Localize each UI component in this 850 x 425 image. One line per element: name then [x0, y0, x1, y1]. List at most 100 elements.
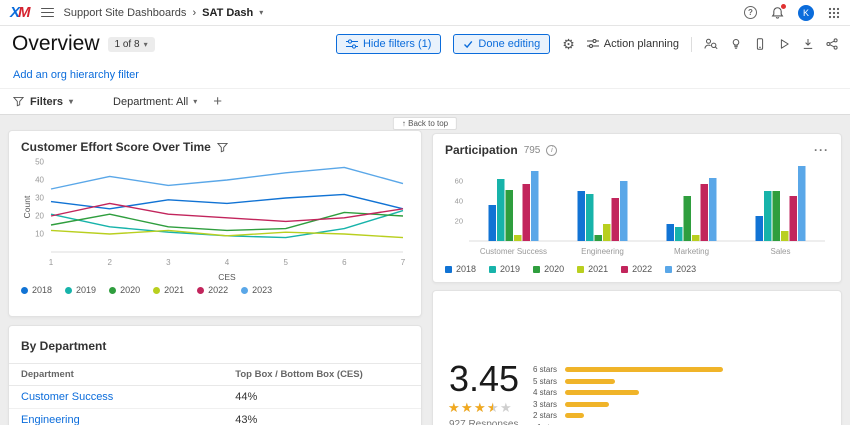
- department-link[interactable]: Engineering: [21, 414, 80, 425]
- star-distribution: 6 stars 5 stars 4 stars 3 stars 2 stars 1 sta…: [515, 365, 723, 425]
- legend-item[interactable]: 2021: [153, 285, 184, 295]
- breadcrumb: Support Site Dashboards › SAT Dash ▾: [64, 7, 264, 19]
- legend-item[interactable]: 2018: [21, 285, 52, 295]
- column-header: Top Box / Bottom Box (CES): [223, 363, 421, 386]
- svg-text:5: 5: [283, 258, 288, 267]
- star-distribution-label: 4 stars: [532, 388, 557, 397]
- by-department-card: By Department Department Top Box / Botto…: [8, 325, 422, 425]
- svg-text:Customer Success: Customer Success: [480, 247, 547, 256]
- legend-item[interactable]: 2021: [577, 264, 608, 274]
- legend-swatch: [241, 286, 249, 294]
- svg-text:40: 40: [35, 176, 44, 185]
- chart-legend: 2018 2019 2020 2021 2022 2023: [21, 285, 409, 295]
- bar-chart: 20 40 60 Customer Success Engineering Marketi…: [455, 166, 825, 256]
- card-menu-icon[interactable]: ···: [814, 143, 829, 157]
- gear-icon[interactable]: ⚙: [562, 36, 575, 52]
- download-icon[interactable]: [802, 38, 814, 50]
- filters-toggle[interactable]: Filters ▾: [13, 96, 73, 108]
- chevron-down-icon: ▾: [193, 97, 198, 106]
- department-table: Department Top Box / Bottom Box (CES) Cu…: [9, 363, 421, 425]
- legend-item[interactable]: 2018: [445, 264, 476, 274]
- filters-label: Filters: [30, 95, 64, 108]
- department-filter[interactable]: Department: All ▾: [113, 96, 197, 108]
- logo-x: X: [10, 4, 21, 21]
- xm-logo[interactable]: XM: [10, 5, 31, 20]
- action-planning-label: Action planning: [603, 38, 679, 50]
- hide-filters-button[interactable]: Hide filters (1): [335, 34, 442, 54]
- card-title: By Department: [21, 339, 107, 353]
- legend-item[interactable]: 2022: [197, 285, 228, 295]
- funnel-icon[interactable]: [216, 142, 228, 153]
- score-cell: 43%: [223, 408, 421, 425]
- add-filter-button[interactable]: +: [213, 93, 223, 110]
- participation-card: Participation 795 i ··· 20 40 60 Customer S…: [432, 133, 842, 283]
- breadcrumb-separator: ›: [192, 6, 197, 19]
- legend-label: 2023: [676, 264, 697, 274]
- legend-item[interactable]: 2019: [65, 285, 96, 295]
- star-icon: ★★: [461, 400, 473, 415]
- svg-text:7: 7: [401, 258, 406, 267]
- legend-item[interactable]: 2022: [621, 264, 652, 274]
- notifications-icon[interactable]: [771, 3, 787, 19]
- svg-text:20: 20: [455, 217, 463, 226]
- mobile-device-icon[interactable]: [754, 38, 766, 50]
- menu-icon[interactable]: [40, 7, 54, 18]
- back-to-top-button[interactable]: ↑ Back to top: [392, 117, 458, 130]
- table-row: Engineering 43%: [9, 408, 421, 425]
- department-filter-label: Department: All: [113, 95, 189, 108]
- star-distribution-bar: [565, 378, 615, 384]
- check-icon: [463, 39, 473, 49]
- svg-text:3: 3: [166, 258, 171, 267]
- department-link[interactable]: Customer Success: [21, 391, 114, 403]
- legend-item[interactable]: 2020: [533, 264, 564, 274]
- legend-swatch: [621, 265, 629, 273]
- toolbar: Hide filters (1) Done editing ⚙ Action p…: [335, 34, 838, 54]
- page-header: Overview 1 of 8 ▾ Hide filters (1) Done …: [0, 26, 850, 62]
- apps-grid-icon[interactable]: [828, 7, 840, 19]
- legend-item[interactable]: 2019: [489, 264, 520, 274]
- svg-text:CES: CES: [218, 272, 236, 282]
- help-icon[interactable]: ?: [744, 6, 757, 19]
- legend-item[interactable]: 2020: [109, 285, 140, 295]
- star-distribution-row: 6 stars: [515, 365, 723, 374]
- up-arrow-icon: ↑: [401, 119, 406, 128]
- star-distribution-row: 5 stars: [515, 377, 723, 386]
- legend-label: 2020: [544, 264, 565, 274]
- done-editing-button[interactable]: Done editing: [453, 34, 551, 54]
- legend-item[interactable]: 2023: [241, 285, 272, 295]
- svg-text:Engineering: Engineering: [581, 247, 624, 256]
- page-title: Overview: [12, 32, 100, 55]
- legend-item[interactable]: 2023: [665, 264, 696, 274]
- column-header: Department: [9, 363, 224, 386]
- svg-text:1: 1: [49, 258, 54, 267]
- star-distribution-label: 6 stars: [532, 365, 557, 374]
- avatar[interactable]: K: [798, 4, 814, 21]
- svg-text:20: 20: [35, 212, 44, 221]
- star-distribution-label: 5 stars: [532, 376, 557, 386]
- legend-swatch: [533, 265, 541, 273]
- filters-bar: Filters ▾ Department: All ▾ +: [0, 88, 850, 115]
- topbar-actions: ? K: [744, 3, 840, 21]
- star-distribution-bar: [565, 390, 639, 395]
- chevron-down-icon[interactable]: ▾: [259, 8, 264, 17]
- table-header-row: Department Top Box / Bottom Box (CES): [9, 363, 421, 386]
- legend-swatch: [65, 286, 73, 294]
- chevron-down-icon: ▾: [69, 97, 74, 106]
- sliders-icon: [345, 39, 358, 49]
- star-distribution-bar: [565, 401, 609, 407]
- play-icon[interactable]: [778, 38, 790, 50]
- star-distribution-row: 3 stars: [515, 400, 723, 409]
- star-distribution-bar: [565, 413, 584, 418]
- star-distribution-bar: [565, 367, 723, 372]
- user-search-icon[interactable]: [704, 38, 718, 50]
- notification-badge: [780, 3, 787, 10]
- page-selector[interactable]: 1 of 8 ▾: [107, 36, 155, 52]
- share-icon[interactable]: [826, 38, 838, 50]
- info-icon[interactable]: i: [546, 144, 558, 156]
- legend-swatch: [489, 265, 497, 273]
- org-hierarchy-filter-link[interactable]: Add an org hierarchy filter: [13, 69, 139, 81]
- breadcrumb-current[interactable]: SAT Dash: [202, 6, 254, 19]
- action-planning-button[interactable]: Action planning: [586, 38, 679, 50]
- breadcrumb-root[interactable]: Support Site Dashboards: [63, 6, 187, 19]
- lightbulb-icon[interactable]: [730, 38, 742, 50]
